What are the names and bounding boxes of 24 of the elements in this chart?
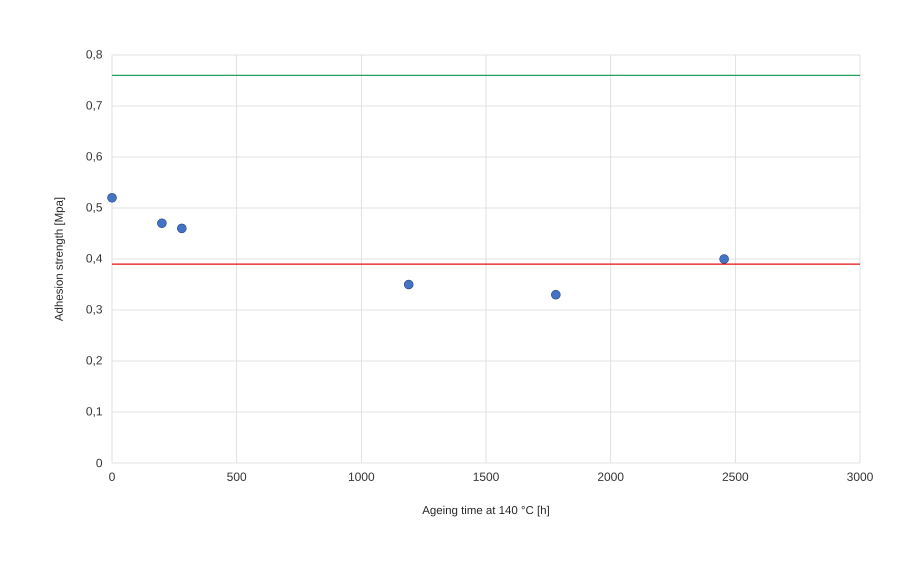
y-tick-label: 0,5 <box>86 203 102 213</box>
x-tick-label: 1000 <box>348 472 374 481</box>
point <box>157 218 167 228</box>
point <box>404 280 414 290</box>
point <box>177 224 187 234</box>
y-tick-label: 0,3 <box>86 305 102 315</box>
x-axis-title: Ageing time at 140 °C [h] <box>422 506 549 516</box>
point <box>551 290 561 300</box>
x-tick-label: 2000 <box>598 472 624 481</box>
x-tick-label: 3000 <box>847 472 873 481</box>
y-tick-label: 0,6 <box>86 152 102 162</box>
y-tick-label: 0,7 <box>86 101 102 111</box>
y-tick-label: 0,4 <box>86 254 102 264</box>
y-tick-label: 0,8 <box>86 50 102 60</box>
y-tick-label: 0 <box>96 458 102 468</box>
point <box>107 193 117 203</box>
point <box>719 254 729 264</box>
y-axis-title: Adhesion strength [Mpa] <box>54 198 66 322</box>
x-tick-label: 500 <box>227 472 246 481</box>
x-tick-label: 2500 <box>722 472 748 481</box>
y-tick-label: 0,1 <box>86 407 102 417</box>
x-tick-label: 1500 <box>474 472 499 481</box>
y-tick-label: 0,2 <box>86 356 102 366</box>
x-tick-label: 0 <box>109 472 115 481</box>
